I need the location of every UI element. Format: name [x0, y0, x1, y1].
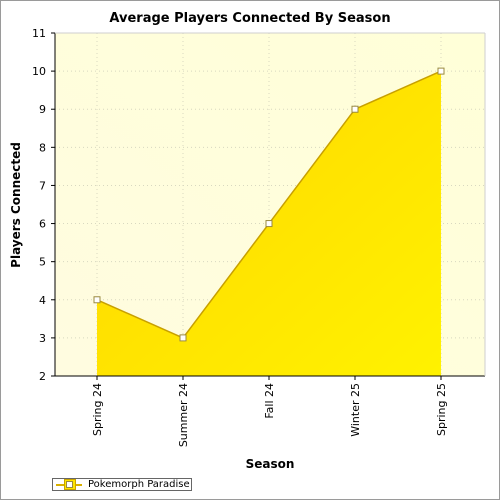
x-axis-label: Season [246, 457, 295, 471]
data-point-marker [179, 334, 187, 342]
legend-label: Pokemorph Paradise [88, 479, 190, 490]
markers [93, 67, 445, 342]
x-tick-label: Fall 24 [263, 383, 276, 419]
y-tick-label: 2 [39, 370, 46, 383]
x-tick-label: Winter 25 [349, 383, 362, 437]
y-tick-label: 8 [39, 141, 46, 154]
data-point-marker [437, 67, 445, 75]
data-point-marker [93, 296, 101, 304]
data-point-marker [351, 105, 359, 113]
x-tick-label: Spring 24 [91, 383, 104, 436]
y-tick-label: 9 [39, 103, 46, 116]
legend: Pokemorph Paradise [52, 478, 192, 491]
x-ticks: Spring 24 Summer 24 Fall 24 Winter 25 Spring… [91, 376, 448, 447]
y-tick-label: 7 [39, 179, 46, 192]
x-tick-label: Summer 24 [177, 383, 190, 447]
y-tick-label: 3 [39, 332, 46, 345]
y-tick-label: 4 [39, 294, 46, 307]
legend-swatch [56, 479, 82, 490]
y-ticks: 2 3 4 5 6 7 8 9 10 11 [32, 27, 55, 383]
axes [54, 32, 486, 377]
y-axis-label: Players Connected [9, 142, 23, 268]
y-tick-label: 6 [39, 218, 46, 231]
y-tick-label: 10 [32, 65, 46, 78]
y-tick-label: 11 [32, 27, 46, 40]
chart-title: Average Players Connected By Season [109, 11, 390, 26]
x-tick-label: Spring 25 [435, 383, 448, 436]
data-point-marker [265, 220, 273, 228]
y-tick-label: 5 [39, 256, 46, 269]
